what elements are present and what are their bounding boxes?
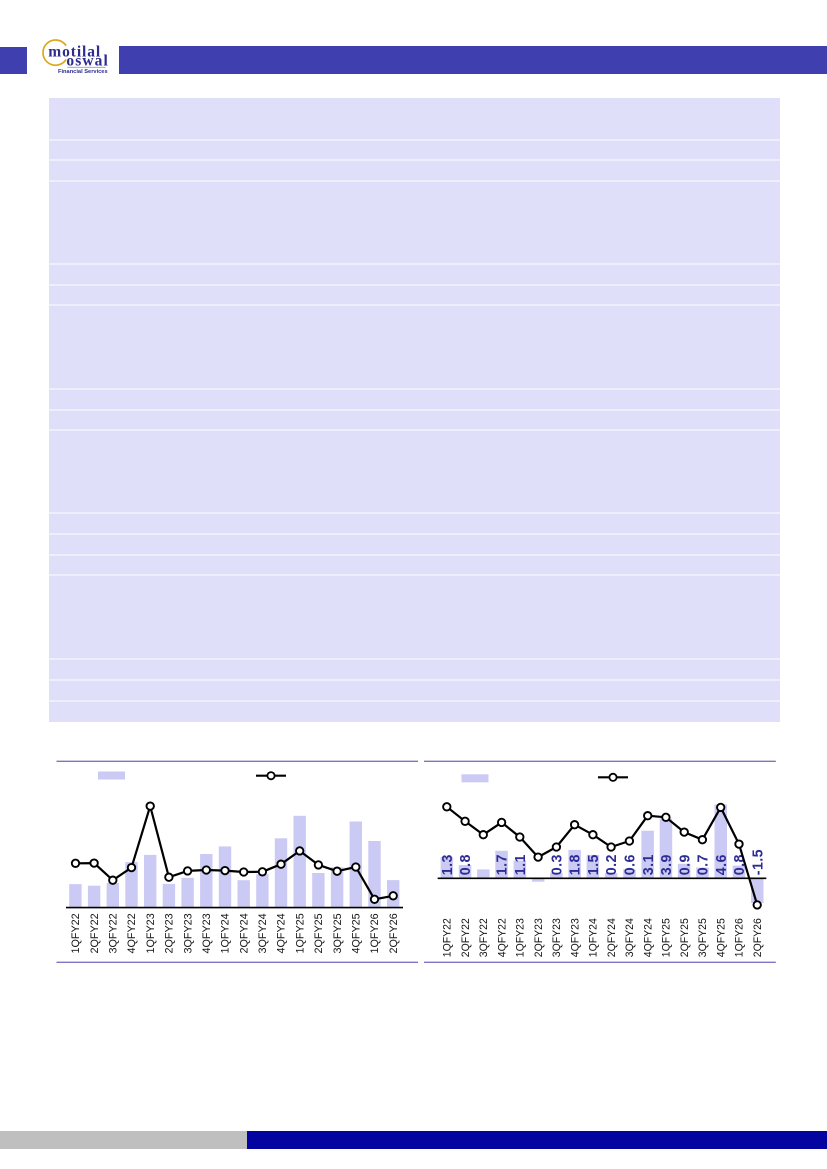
svg-text:1.3: 1.3 xyxy=(440,854,456,875)
svg-text:1.1: 1.1 xyxy=(513,854,529,875)
svg-text:4QFY25: 4QFY25 xyxy=(351,913,363,953)
svg-text:1QFY25: 1QFY25 xyxy=(661,918,673,957)
svg-text:1QFY26: 1QFY26 xyxy=(734,918,746,957)
svg-text:3.9: 3.9 xyxy=(659,854,675,875)
svg-text:2QFY22: 2QFY22 xyxy=(460,918,472,957)
svg-text:2QFY23: 2QFY23 xyxy=(533,918,545,957)
svg-text:1QFY24: 1QFY24 xyxy=(588,918,600,957)
svg-text:1.5: 1.5 xyxy=(586,854,602,875)
svg-text:1QFY26: 1QFY26 xyxy=(369,913,381,953)
svg-text:4QFY23: 4QFY23 xyxy=(201,913,213,953)
svg-text:4QFY22: 4QFY22 xyxy=(126,913,138,953)
svg-text:4QFY24: 4QFY24 xyxy=(642,918,654,957)
svg-text:4QFY25: 4QFY25 xyxy=(715,918,727,957)
svg-text:1.7: 1.7 xyxy=(495,854,511,875)
svg-text:1.8: 1.8 xyxy=(568,854,584,875)
svg-text:0.2: 0.2 xyxy=(604,854,620,875)
svg-text:1QFY23: 1QFY23 xyxy=(515,918,527,957)
svg-text:oswal: oswal xyxy=(66,53,109,70)
svg-text:4QFY22: 4QFY22 xyxy=(496,918,508,957)
svg-text:4.6: 4.6 xyxy=(714,854,730,875)
svg-text:3QFY24: 3QFY24 xyxy=(257,913,269,953)
svg-text:2QFY26: 2QFY26 xyxy=(752,918,764,957)
svg-text:4QFY24: 4QFY24 xyxy=(276,913,288,953)
svg-text:3.1: 3.1 xyxy=(641,854,657,875)
svg-text:0.3: 0.3 xyxy=(550,854,566,875)
svg-text:2QFY23: 2QFY23 xyxy=(164,913,176,953)
svg-text:2QFY25: 2QFY25 xyxy=(313,913,325,953)
svg-text:-1.5: -1.5 xyxy=(750,849,766,875)
svg-text:2QFY22: 2QFY22 xyxy=(89,913,101,953)
svg-text:1QFY22: 1QFY22 xyxy=(70,913,82,953)
svg-text:0.7: 0.7 xyxy=(696,854,712,875)
svg-text:1QFY25: 1QFY25 xyxy=(294,913,306,953)
svg-text:2QFY26: 2QFY26 xyxy=(388,913,400,953)
svg-text:3QFY24: 3QFY24 xyxy=(624,918,636,957)
svg-text:3QFY22: 3QFY22 xyxy=(478,918,490,957)
svg-text:1QFY24: 1QFY24 xyxy=(220,913,232,953)
svg-text:3QFY23: 3QFY23 xyxy=(551,918,563,957)
svg-text:3QFY25: 3QFY25 xyxy=(697,918,709,957)
svg-text:Financial Services: Financial Services xyxy=(58,69,108,75)
svg-text:1QFY22: 1QFY22 xyxy=(442,918,454,957)
svg-text:1QFY23: 1QFY23 xyxy=(145,913,157,953)
svg-text:3QFY22: 3QFY22 xyxy=(108,913,120,953)
svg-text:0.9: 0.9 xyxy=(677,854,693,875)
svg-text:2QFY24: 2QFY24 xyxy=(238,913,250,953)
svg-text:3QFY25: 3QFY25 xyxy=(332,913,344,953)
svg-text:3QFY23: 3QFY23 xyxy=(182,913,194,953)
svg-text:2QFY25: 2QFY25 xyxy=(679,918,691,957)
svg-text:2QFY24: 2QFY24 xyxy=(606,918,618,957)
svg-text:motilal: motilal xyxy=(48,44,101,61)
svg-text:4QFY23: 4QFY23 xyxy=(569,918,581,957)
svg-text:0.8: 0.8 xyxy=(458,854,474,875)
svg-text:0.6: 0.6 xyxy=(623,854,639,875)
